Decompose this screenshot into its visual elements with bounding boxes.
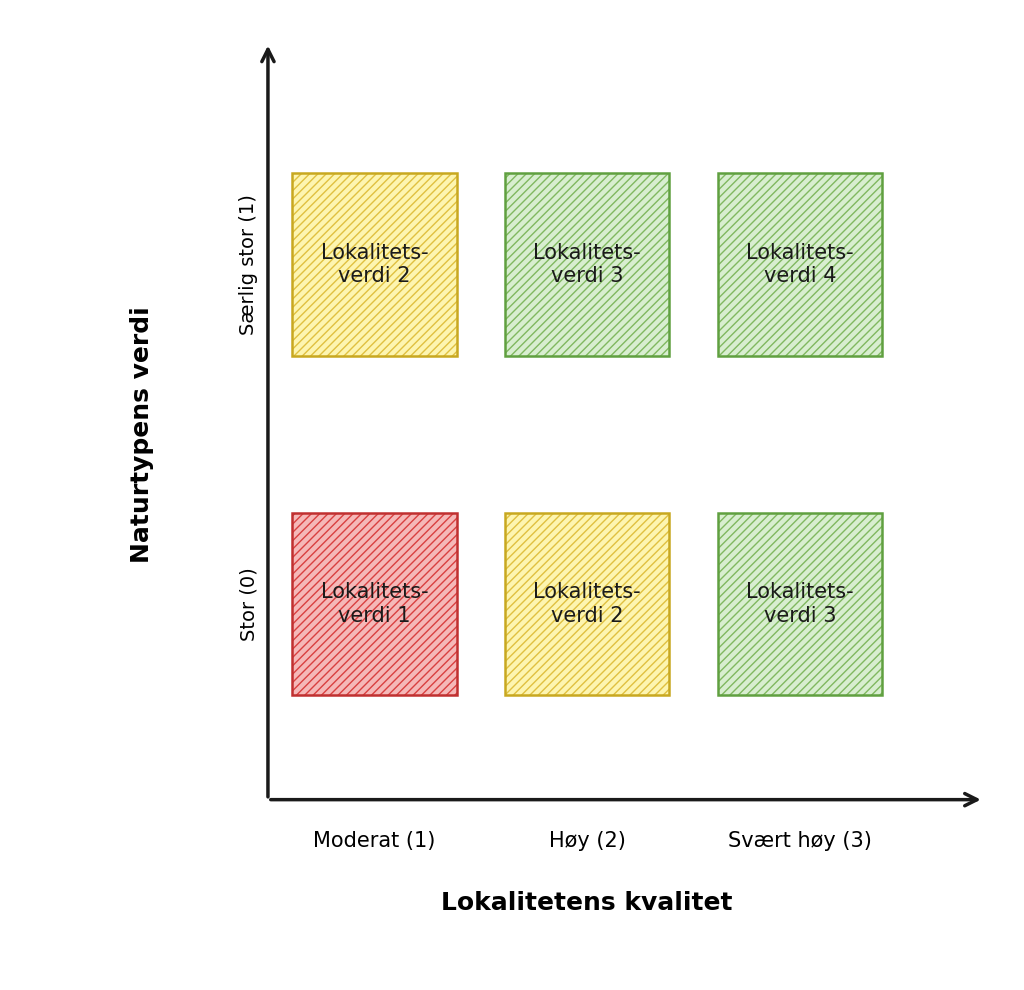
Text: Lokalitets-
verdi 3: Lokalitets- verdi 3: [746, 582, 854, 626]
Text: Lokalitets-
verdi 3: Lokalitets- verdi 3: [534, 243, 641, 286]
Text: Høy (2): Høy (2): [549, 831, 626, 851]
Text: Moderat (1): Moderat (1): [313, 831, 435, 851]
Bar: [505, 513, 670, 695]
Text: Særlig stor (1): Særlig stor (1): [240, 194, 258, 335]
Bar: [718, 173, 882, 356]
Bar: [505, 173, 670, 356]
Bar: [292, 513, 457, 695]
Bar: [718, 513, 882, 695]
Bar: [292, 173, 457, 356]
Text: Lokalitets-
verdi 1: Lokalitets- verdi 1: [321, 582, 428, 626]
Text: Lokalitets-
verdi 2: Lokalitets- verdi 2: [534, 582, 641, 626]
Text: Lokalitets-
verdi 4: Lokalitets- verdi 4: [746, 243, 854, 286]
Bar: [292, 513, 457, 695]
Text: Naturtypens verdi: Naturtypens verdi: [130, 306, 155, 562]
Bar: [718, 513, 882, 695]
Bar: [292, 173, 457, 356]
Text: Lokalitetens kvalitet: Lokalitetens kvalitet: [441, 891, 733, 915]
Text: Svært høy (3): Svært høy (3): [728, 831, 871, 851]
Bar: [718, 173, 882, 356]
Bar: [505, 513, 670, 695]
Bar: [292, 173, 457, 356]
Text: Stor (0): Stor (0): [240, 567, 258, 641]
Bar: [505, 173, 670, 356]
Bar: [292, 513, 457, 695]
Bar: [505, 513, 670, 695]
Bar: [718, 513, 882, 695]
Text: Lokalitets-
verdi 2: Lokalitets- verdi 2: [321, 243, 428, 286]
Bar: [718, 173, 882, 356]
Bar: [505, 173, 670, 356]
